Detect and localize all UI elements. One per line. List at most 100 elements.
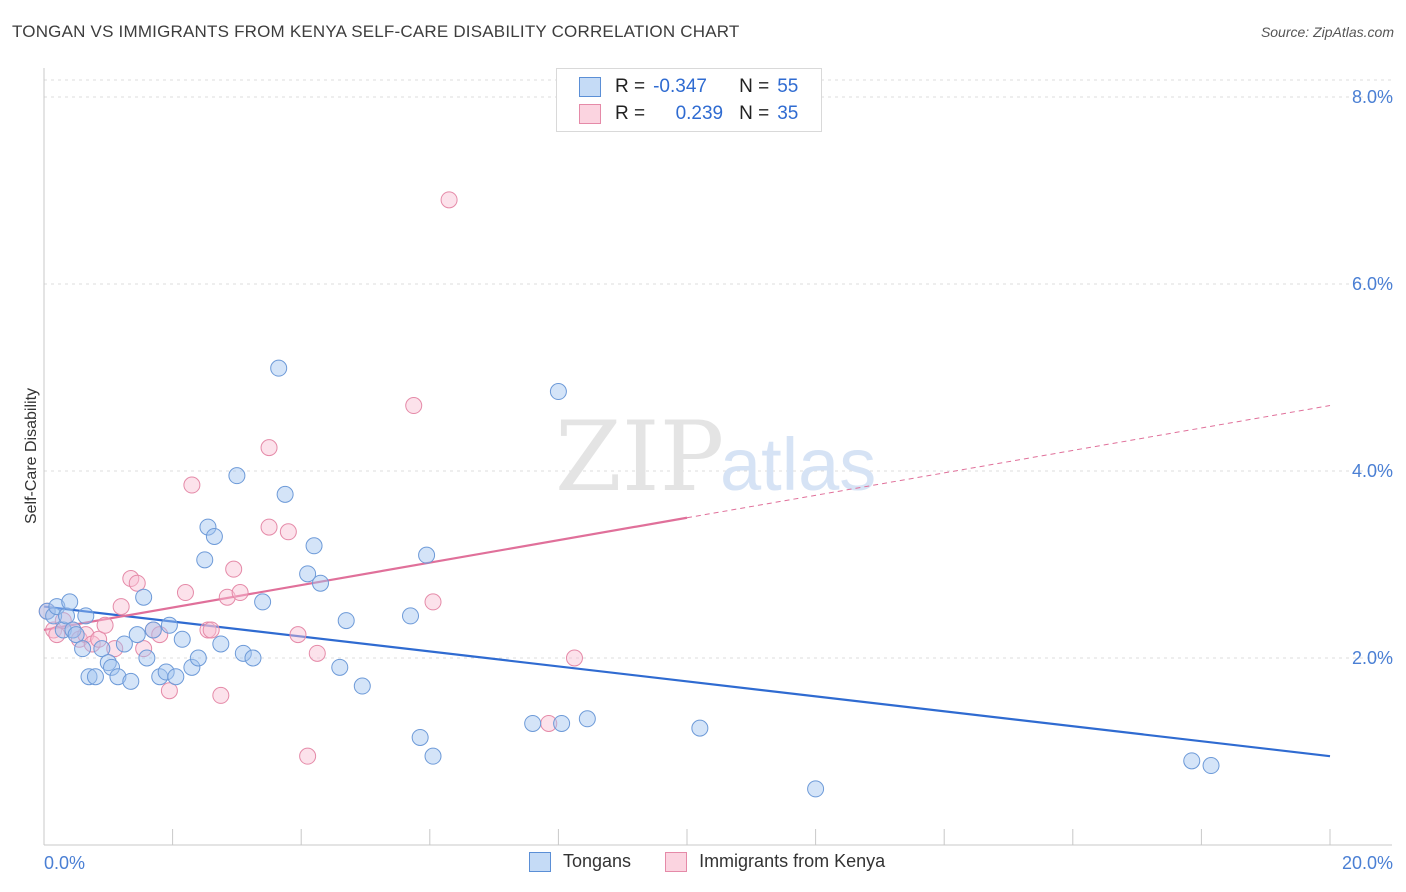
kenya-point [218,588,236,606]
legend-label-kenya: Immigrants from Kenya [699,851,886,871]
tongan-point [1183,752,1201,770]
series-legend: Tongans Immigrants from Kenya [529,851,919,872]
kenya-point [440,191,458,209]
r-label: R = [615,103,646,124]
kenya-point [565,649,583,667]
tongan-point [138,649,156,667]
kenya-point [160,682,178,700]
tongan-point [86,668,104,686]
kenya-point [299,747,317,765]
stats-row-kenya: R = 0.239 N = 35 [579,102,798,126]
tongan-point [205,527,223,545]
kenya-point [106,640,124,658]
kenya-swatch [579,104,601,124]
tongan-point [305,537,323,555]
y-tick-label: 6.0% [1352,274,1393,294]
legend-item-kenya: Immigrants from Kenya [665,851,885,872]
tongan-point [411,728,429,746]
kenya-point [405,397,423,415]
tongan-point [196,551,214,569]
tongan-point [424,747,442,765]
tongan-point [402,607,420,625]
tongan-point [234,644,252,662]
kenya-point [135,640,153,658]
tongan-point [807,780,825,798]
tongan-point [160,616,178,634]
r-value: -0.347 [653,76,707,97]
tongan-point [212,635,230,653]
tongan-point [135,588,153,606]
tongan-point [144,621,162,639]
kenya-point [260,518,278,536]
legend-swatch-kenya [665,851,688,872]
tongan-point [109,668,127,686]
x-tick-label: 20.0% [1342,853,1393,873]
axes [43,68,1392,846]
n-label: N = [739,76,770,97]
tongan-point [64,621,82,639]
tongan-point [549,383,567,401]
kenya-point [112,598,130,616]
tongan-point [58,607,76,625]
kenya-point [176,584,194,602]
legend-label-tongans: Tongans [563,851,632,871]
tongan-point [157,663,175,681]
kenya-point [90,630,108,648]
tongan-point [553,714,571,732]
legend-item-tongans: Tongans [529,851,631,872]
kenya-point [289,626,307,644]
tongans-swatch [579,77,601,97]
r-value: 0.239 [675,103,724,124]
n-value: 35 [777,103,799,124]
tongan-point [122,672,140,690]
tongan-point [199,518,217,536]
kenya-point [96,616,114,634]
tongan-point [93,640,111,658]
tongan-point [254,593,272,611]
n-value: 55 [777,76,799,97]
kenya-trend-line [43,516,688,632]
source-label: Source: ZipAtlas.com [1260,24,1394,40]
legend-swatch-tongans [529,851,551,872]
kenya-point [183,476,201,494]
y-tick-label: 8.0% [1352,87,1393,107]
tongan-point [337,612,355,630]
tongan-point [276,485,294,503]
tongan-point [244,649,262,667]
tongan-point [228,467,246,485]
y-tick-label: 4.0% [1352,461,1393,481]
tongan-point [115,635,133,653]
tongan-point [270,359,288,377]
tick-labels: 2.0% 4.0% 6.0% 8.0% 0.0% 20.0% [44,87,1393,873]
tongan-point [74,640,92,658]
tongan-point [45,607,63,625]
stats-row-tongans: R = -0.347 N = 55 [579,75,798,99]
tongan-point [103,658,121,676]
tongan-point [189,649,207,667]
tongans-trend-line [43,605,1331,758]
kenya-point [231,584,249,602]
kenya-point [260,439,278,457]
kenya-point [202,621,220,639]
tongan-point [331,658,349,676]
tongan-points [38,359,1220,798]
tongan-point [128,626,146,644]
chart-title: TONGAN VS IMMIGRANTS FROM KENYA SELF-CAR… [12,22,740,41]
kenya-point [308,644,326,662]
tongan-point [99,654,117,672]
n-label: N = [739,103,770,124]
tongan-point [54,621,72,639]
tongan-point [578,710,596,728]
trend-lines [43,405,1331,758]
stats-legend: R = -0.347 N = 55 R = 0.239 N = 35 [556,68,822,132]
watermark: ZIP atlas [555,401,876,513]
tongan-point [311,574,329,592]
tongan-point [183,658,201,676]
tongan-point [77,607,95,625]
tongan-point [524,714,542,732]
kenya-point [128,574,146,592]
r-label: R = [615,76,646,97]
watermark-atlas: atlas [720,423,876,506]
kenya-point [77,626,95,644]
